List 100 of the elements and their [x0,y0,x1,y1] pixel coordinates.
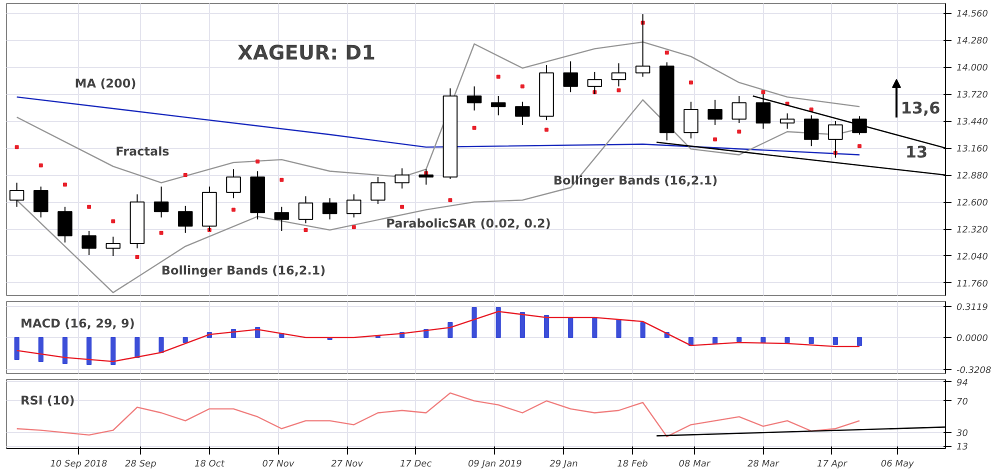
text: MACD (16, 29, 9) [20,316,135,330]
y-tick-label: 12.040 [956,252,988,262]
bar [62,337,68,364]
x-tick-label: 17 Dec [400,460,432,470]
candlestick [34,186,48,218]
point [496,74,500,79]
point [520,84,524,88]
point [688,80,693,85]
annotation: ParabolicSAR (0.02, 0.2) [386,216,551,230]
point [472,126,476,130]
y-tick-label: 14.000 [956,64,988,74]
y-tick-label: 12.880 [956,172,988,182]
bar [38,337,44,362]
point [737,130,742,134]
candlestick [466,86,482,111]
candlestick [154,186,169,218]
y-tick-label: 13 [956,442,968,453]
y-tick-label: 12.600 [956,198,988,209]
bar [158,337,164,353]
x-tick-label: 06 May [880,460,914,470]
bar [856,337,862,346]
y-tick-label: 14.560 [956,10,988,20]
candlestick [780,112,795,130]
point [111,219,116,224]
point [761,90,766,94]
line-series [16,310,860,362]
point [304,228,308,232]
candlestick [828,120,843,158]
candlestick [490,96,506,116]
point [713,137,718,142]
bar [472,307,477,338]
bar [736,337,742,342]
x-tick-label: 09 Jan 2019 [468,460,522,470]
point [664,50,669,55]
candlestick [226,168,241,199]
y-tick-label: 94 [956,378,968,388]
bar [592,317,598,338]
x-tick-label: 18 Feb [617,460,648,470]
point [256,160,260,164]
annotation: Bollinger Bands (16,2.1) [553,174,718,188]
candlestick [611,62,626,87]
x-tick-label: 28 Mar [748,460,780,470]
bar [616,319,622,338]
point [38,163,43,168]
point [87,204,92,209]
annotation: 13 [905,142,928,162]
line-series [16,392,860,438]
bar [784,337,790,343]
x-tick-label: 07 Nov [262,460,295,470]
candlestick [82,230,96,256]
candlestick [322,198,338,220]
bar [712,337,718,344]
candlestick [563,60,578,93]
annotation: 13,6 [900,98,940,118]
bar [110,337,116,365]
text: XAGEUR: D1 [237,40,376,64]
bar [86,337,92,365]
bar [448,322,453,338]
bar [14,337,20,360]
x-tick-label: 27 Nov [331,460,364,470]
y-tick-label: 11.760 [956,279,988,290]
point [400,204,404,209]
x-tick-label: 28 Sep [125,460,157,470]
x-tick-label: 10 Sep 2018 [50,460,108,470]
bar [808,337,814,344]
bar [760,337,766,343]
annotation: Fractals [116,144,170,158]
candlestick [178,205,193,234]
annotation: Bollinger Bands (16,2.1) [161,264,326,278]
y-tick-label: 13.440 [956,118,988,128]
candlestick [274,206,290,232]
bar [496,307,501,338]
x-tick-label: 29 Jan [550,460,578,470]
line-series [16,96,860,156]
y-tick-label: 12.320 [956,226,988,236]
candlestick [708,99,722,126]
point [544,128,549,132]
candlestick [106,236,121,256]
candlestick [298,196,314,224]
bar [520,312,525,338]
text: RSI (10) [20,394,75,408]
candlestick [684,101,698,139]
x-tick-label: 18 Oct [194,460,225,470]
candlestick [370,176,386,204]
annotation: MA (200) [74,76,136,90]
y-tick-label: 70 [956,397,968,408]
bar [832,337,838,345]
point [616,88,621,92]
y-tick-label: 30 [956,429,968,440]
y-tick-label: -0.3208 [956,366,992,376]
point [352,225,356,230]
point [135,254,140,259]
candlestick [635,14,650,78]
candlestick [804,114,819,147]
x-tick-label: 08 Mar [678,460,712,470]
y-tick-label: 0.3119 [956,302,988,313]
candlestick [732,96,747,124]
bar [544,315,550,338]
bar [640,322,646,338]
candlestick [394,168,410,190]
